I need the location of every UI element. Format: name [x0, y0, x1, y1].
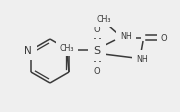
Text: O: O — [94, 25, 100, 34]
Text: NH: NH — [136, 55, 148, 64]
Text: CH₃: CH₃ — [60, 44, 74, 53]
Text: N: N — [24, 46, 32, 56]
Text: S: S — [93, 46, 101, 56]
Text: NH: NH — [120, 32, 132, 41]
Text: CH₃: CH₃ — [97, 15, 111, 24]
Text: O: O — [161, 34, 167, 43]
Text: O: O — [94, 67, 100, 76]
